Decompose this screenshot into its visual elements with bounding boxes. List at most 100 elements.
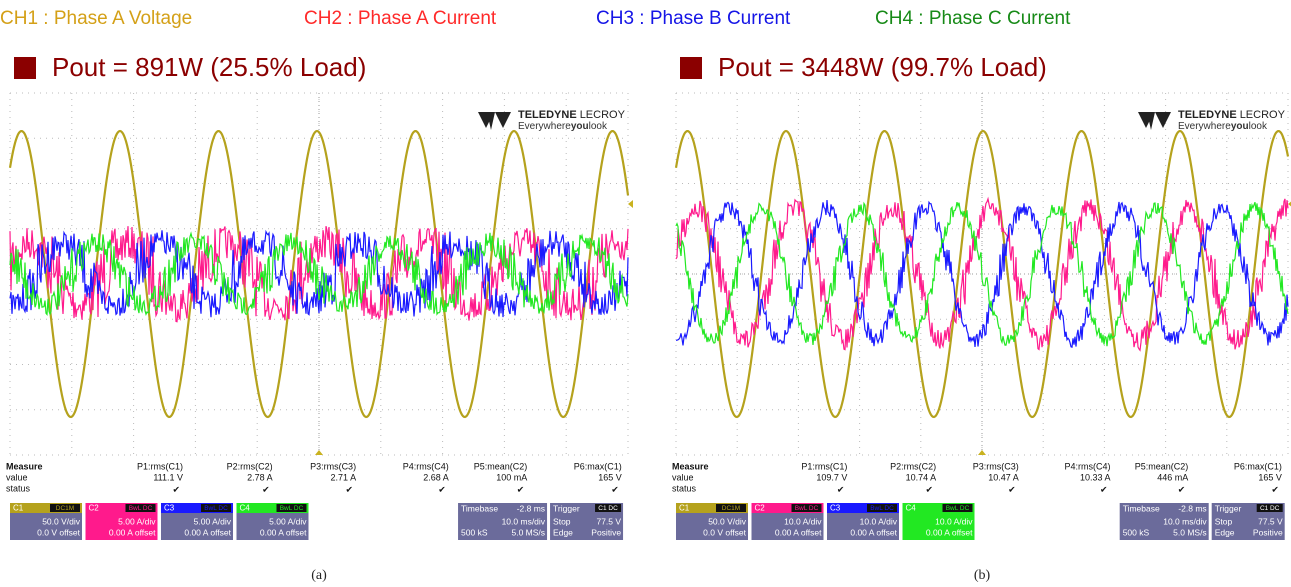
- timebase-delay: -2.8 ms: [1178, 503, 1206, 513]
- param-value: 165 V: [1258, 472, 1282, 482]
- trigger-slope: Positive: [591, 527, 621, 537]
- timebase-label: Timebase: [1123, 503, 1160, 513]
- param-value: 111.1 V: [153, 472, 183, 482]
- channel-scale: 5.00 A/div: [118, 516, 156, 526]
- param-value: 2.68 A: [423, 472, 449, 482]
- channel-scale: 50.0 V/div: [42, 516, 81, 526]
- channel-offset: 0.00 A offset: [926, 527, 973, 537]
- param-status: ✔: [1008, 484, 1016, 494]
- param-status: ✔: [172, 484, 180, 494]
- trigger-level: 77.5 V: [596, 516, 621, 526]
- figure: CH1 : Phase A Voltage CH2 : Phase A Curre…: [0, 0, 1291, 587]
- channel-name: C2: [89, 504, 100, 513]
- trigger-slope: Positive: [1253, 527, 1283, 537]
- param-name: P3:rms(C3): [310, 461, 356, 471]
- brand-tagline: Everywhereyoulook: [1178, 121, 1268, 132]
- channel-badge-text: BwL DC: [280, 505, 304, 512]
- param-status: ✔: [837, 484, 845, 494]
- channel-offset: 0.00 A offset: [184, 527, 231, 537]
- channel-name: C2: [755, 504, 766, 513]
- timebase-scale: 10.0 ms/div: [1163, 516, 1207, 526]
- measure-label: Measure: [6, 461, 43, 471]
- channel-offset: 0.00 A offset: [109, 527, 156, 537]
- trigger-marker: [978, 450, 986, 455]
- channel-offset: 0.0 V offset: [703, 527, 746, 537]
- brand-word: TELEDYNE: [1178, 109, 1237, 121]
- param-name: P6:max(C1): [1234, 461, 1282, 471]
- channel-offset: 0.0 V offset: [37, 527, 80, 537]
- measure-label: value: [6, 472, 28, 482]
- brand-tagline: Everywhereyoulook: [518, 121, 608, 132]
- channel-scale: 5.00 A/div: [269, 516, 307, 526]
- trigger-marker: [315, 450, 323, 455]
- brand-logo: [1138, 112, 1171, 130]
- param-name: P1:rms(C1): [801, 461, 847, 471]
- channel-badge-text: DC1M: [56, 505, 74, 512]
- brand-name: TELEDYNELECROY: [1178, 109, 1286, 121]
- panel-caption: (a): [311, 568, 327, 583]
- brand-word: LECROY: [1240, 109, 1286, 121]
- channel-badge-text: BwL DC: [870, 505, 894, 512]
- tagline-word: look: [589, 121, 608, 132]
- timebase-samples: 500 kS: [1123, 527, 1150, 537]
- param-status: ✔: [1100, 484, 1108, 494]
- channel-name: C1: [679, 504, 690, 513]
- panel-title: Pout = 3448W (99.7% Load): [718, 52, 1047, 82]
- measure-label: value: [672, 472, 694, 482]
- legend-entry: CH2 : Phase A Current: [304, 8, 497, 29]
- param-value: 10.74 A: [906, 472, 937, 482]
- tagline-word: Everywhere: [518, 121, 571, 132]
- channel-offset: 0.00 A offset: [260, 527, 307, 537]
- param-status: ✔: [926, 484, 934, 494]
- param-name: P4:rms(C4): [1065, 461, 1111, 471]
- tagline-word: you: [571, 121, 589, 132]
- timebase-delay: -2.8 ms: [517, 503, 545, 513]
- timebase-samples: 500 kS: [461, 527, 488, 537]
- timebase-rate: 5.0 MS/s: [512, 527, 546, 537]
- param-value: 2.71 A: [331, 472, 357, 482]
- param-status: ✔: [438, 484, 446, 494]
- timebase-scale: 10.0 ms/div: [502, 516, 546, 526]
- channel-name: C4: [240, 504, 251, 513]
- param-name: P5:mean(C2): [1135, 461, 1189, 471]
- param-status: ✔: [1271, 484, 1279, 494]
- param-name: P2:rms(C2): [227, 461, 273, 471]
- param-status: ✔: [346, 484, 354, 494]
- param-status: ✔: [262, 484, 270, 494]
- title-marker: [680, 57, 702, 79]
- channel-name: C4: [906, 504, 917, 513]
- level-marker: [628, 200, 633, 208]
- channel-badge-text: DC1M: [722, 505, 740, 512]
- param-value: 2.78 A: [247, 472, 273, 482]
- measure-label: Measure: [672, 461, 709, 471]
- param-name: P4:rms(C4): [403, 461, 449, 471]
- channel-scale: 10.0 A/div: [784, 516, 822, 526]
- channel-name: C3: [164, 504, 175, 513]
- channel-name: C3: [830, 504, 841, 513]
- trigger-label: Trigger: [1215, 503, 1242, 513]
- trigger-channel: C1 DC: [598, 505, 618, 512]
- param-name: P1:rms(C1): [137, 461, 183, 471]
- title-marker: [14, 57, 36, 79]
- param-value: 165 V: [598, 472, 622, 482]
- param-value: 10.33 A: [1080, 472, 1111, 482]
- tagline-word: you: [1231, 121, 1249, 132]
- trigger-label: Trigger: [553, 503, 580, 513]
- param-value: 446 mA: [1157, 472, 1188, 482]
- param-name: P5:mean(C2): [474, 461, 528, 471]
- param-name: P2:rms(C2): [890, 461, 936, 471]
- tagline-word: look: [1249, 121, 1268, 132]
- legend-entry: CH3 : Phase B Current: [596, 8, 791, 29]
- param-status: ✔: [611, 484, 619, 494]
- legend-entry: CH4 : Phase C Current: [875, 8, 1071, 29]
- channel-scale: 50.0 V/div: [708, 516, 747, 526]
- channel-scale: 10.0 A/div: [935, 516, 973, 526]
- param-status: ✔: [1178, 484, 1186, 494]
- trigger-mode: Stop: [553, 516, 571, 526]
- channel-name: C1: [13, 504, 24, 513]
- tagline-word: Everywhere: [1178, 121, 1231, 132]
- panel-title: Pout = 891W (25.5% Load): [52, 52, 366, 82]
- legend-entry: CH1 : Phase A Voltage: [0, 8, 192, 29]
- param-value: 10.47 A: [988, 472, 1019, 482]
